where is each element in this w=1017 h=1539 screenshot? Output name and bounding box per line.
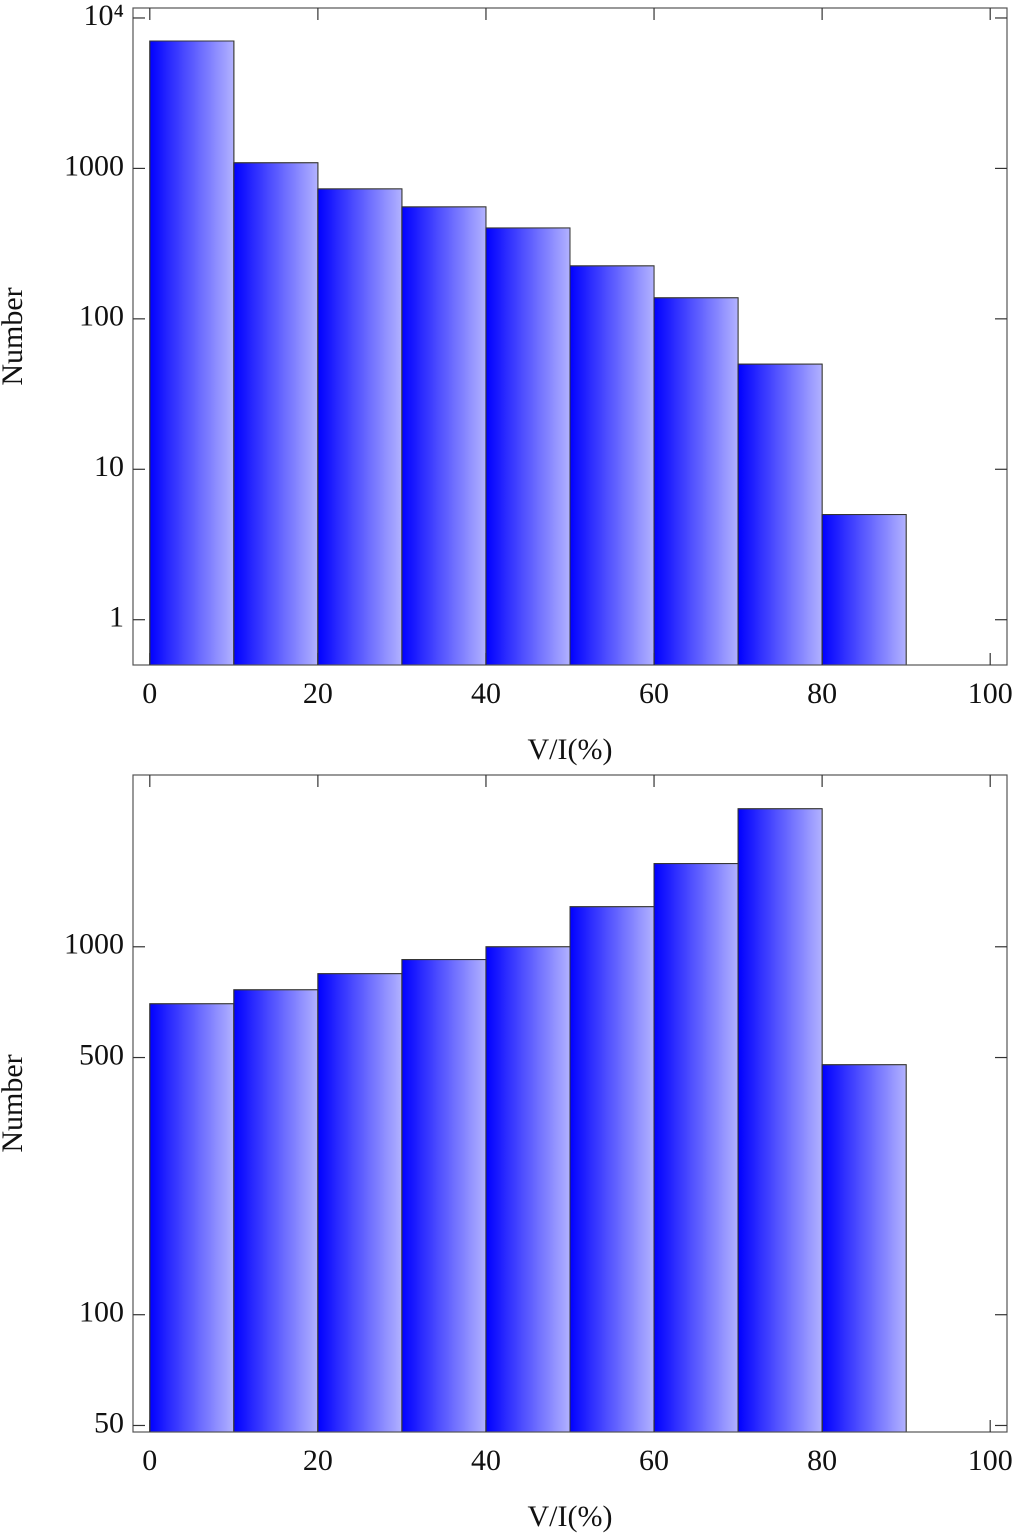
- bar-shade: [821, 1064, 907, 1433]
- bar-shade: [737, 808, 823, 1433]
- x-tick-label: 60: [639, 677, 669, 710]
- y-tick-label: 500: [79, 1038, 124, 1071]
- x-tick-label: 60: [639, 1444, 669, 1477]
- bar-shade: [485, 227, 571, 666]
- bar-shade: [569, 906, 655, 1433]
- y-tick-label: 100: [79, 300, 124, 333]
- x-tick-label: 20: [303, 677, 333, 710]
- bar-shade: [401, 206, 487, 666]
- bar-shade: [653, 863, 739, 1433]
- y-axis-label: Number: [0, 1054, 29, 1152]
- x-axis-label: V/I(%): [528, 733, 613, 766]
- bar-shade: [485, 946, 571, 1433]
- bar-shade: [233, 162, 319, 666]
- y-tick-label: 10: [94, 450, 124, 483]
- plot-frame: [132, 774, 1008, 1433]
- x-tick-label: 80: [807, 1444, 837, 1477]
- bar-shade: [317, 973, 403, 1433]
- bar-shade: [401, 959, 487, 1433]
- y-tick-label: 100: [79, 1296, 124, 1329]
- x-tick-label: 0: [142, 677, 157, 710]
- plot-frame: [132, 7, 1008, 666]
- y-tick-label: 1: [109, 601, 124, 634]
- x-tick-label: 40: [471, 677, 501, 710]
- x-tick-label: 100: [968, 677, 1013, 710]
- x-tick-label: 20: [303, 1444, 333, 1477]
- x-tick-label: 100: [968, 1444, 1013, 1477]
- y-tick-label: 10⁴: [84, 0, 124, 32]
- bar-shade: [233, 989, 319, 1433]
- y-tick-label: 50: [94, 1406, 124, 1439]
- x-tick-label: 40: [471, 1444, 501, 1477]
- x-axis-label: V/I(%): [528, 1500, 613, 1533]
- bar-shade: [149, 40, 235, 666]
- y-axis-label: Number: [0, 287, 29, 385]
- x-tick-label: 0: [142, 1444, 157, 1477]
- x-tick-label: 80: [807, 677, 837, 710]
- bar-shade: [737, 363, 823, 666]
- bar-shade: [821, 514, 907, 666]
- bar-shade: [569, 265, 655, 666]
- bar-shade: [317, 188, 403, 666]
- y-tick-label: 1000: [64, 149, 124, 182]
- bar-shade: [653, 297, 739, 666]
- bar-shade: [149, 1003, 235, 1433]
- y-tick-label: 1000: [64, 928, 124, 961]
